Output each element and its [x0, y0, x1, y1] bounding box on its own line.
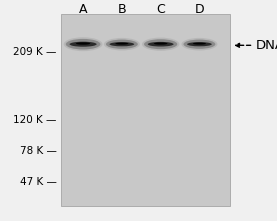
Ellipse shape — [154, 42, 168, 45]
Ellipse shape — [76, 42, 90, 45]
Text: 120 K —: 120 K — — [13, 115, 57, 126]
Ellipse shape — [144, 39, 177, 49]
Ellipse shape — [187, 42, 212, 46]
Text: D: D — [195, 4, 204, 16]
Text: B: B — [117, 4, 126, 16]
Text: 209 K —: 209 K — — [13, 47, 57, 57]
Ellipse shape — [70, 42, 97, 47]
Ellipse shape — [142, 38, 179, 51]
Ellipse shape — [181, 38, 217, 50]
Ellipse shape — [104, 38, 140, 50]
Ellipse shape — [183, 40, 216, 49]
Ellipse shape — [193, 43, 206, 45]
FancyBboxPatch shape — [61, 14, 230, 206]
Ellipse shape — [148, 42, 174, 46]
Ellipse shape — [64, 37, 102, 51]
Text: C: C — [156, 4, 165, 16]
Ellipse shape — [106, 40, 138, 49]
Ellipse shape — [66, 39, 101, 50]
Ellipse shape — [115, 43, 129, 45]
Ellipse shape — [109, 42, 134, 46]
Text: 78 K —: 78 K — — [20, 146, 57, 156]
Text: 47 K —: 47 K — — [20, 177, 57, 187]
Text: A: A — [79, 4, 87, 16]
Text: DNA-PK: DNA-PK — [256, 39, 277, 52]
